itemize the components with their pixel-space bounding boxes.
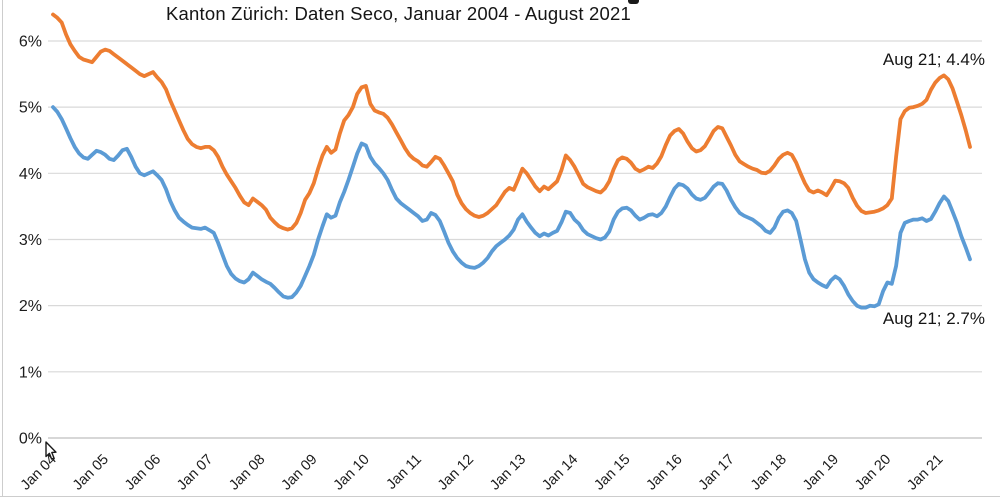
x-axis-tick-label: Jan 14 bbox=[539, 452, 581, 494]
y-axis-tick-label: 5% bbox=[19, 100, 42, 117]
cropped-text-artifact bbox=[628, 0, 639, 4]
x-axis-tick-label: Jan 15 bbox=[591, 452, 633, 494]
y-axis-tick-label: 0% bbox=[19, 431, 42, 448]
x-axis-tick-label: Jan 18 bbox=[748, 452, 790, 494]
data-lines bbox=[51, 12, 972, 310]
y-axis-tick-label: 4% bbox=[19, 166, 42, 183]
gridlines bbox=[48, 40, 982, 439]
x-axis-tick-label: Jan 21 bbox=[904, 452, 946, 494]
x-axis-tick-label: Jan 09 bbox=[278, 452, 320, 494]
y-axis-tick-label: 3% bbox=[19, 232, 42, 249]
x-axis-tick-label: Jan 08 bbox=[226, 452, 268, 494]
x-axis-tick-label: Jan 07 bbox=[174, 452, 216, 494]
x-axis-tick-label: Jan 13 bbox=[487, 452, 529, 494]
y-axis-tick-label: 1% bbox=[19, 364, 42, 381]
chart-bottom-border bbox=[0, 496, 1000, 497]
x-axis-tick-label: Jan 19 bbox=[800, 452, 842, 494]
data-label-orange-end: Aug 21; 4.4% bbox=[882, 50, 985, 69]
mouse-cursor-icon bbox=[44, 441, 58, 466]
x-axis-tick-label: Jan 16 bbox=[644, 452, 686, 494]
x-axis-tick-label: Jan 12 bbox=[435, 452, 477, 494]
chart-title: Kanton Zürich: Daten Seco, Januar 2004 -… bbox=[166, 3, 631, 24]
orange-line bbox=[51, 12, 972, 232]
x-axis-tick-label: Jan 17 bbox=[696, 452, 738, 494]
y-axis-tick-label: 6% bbox=[19, 33, 42, 50]
x-axis-tick-label: Jan 05 bbox=[70, 452, 112, 494]
x-axis-tick-label: Jan 06 bbox=[122, 452, 164, 494]
data-label-blue-end: Aug 21; 2.7% bbox=[882, 309, 985, 328]
blue-line bbox=[51, 105, 972, 310]
chart-left-border bbox=[2, 0, 3, 497]
y-axis-labels: 0% 1% 2% 3% 4% 5% 6% bbox=[19, 33, 42, 447]
x-axis-tick-label: Jan 10 bbox=[331, 452, 373, 494]
x-axis-labels: Jan 04 Jan 05 Jan 06 Jan 07 Jan 08 Jan 09 Jan … bbox=[18, 452, 947, 494]
x-axis-tick-label: Jan 11 bbox=[384, 452, 425, 493]
x-axis-tick-label: Jan 20 bbox=[852, 452, 894, 494]
y-axis-tick-label: 2% bbox=[19, 298, 42, 315]
